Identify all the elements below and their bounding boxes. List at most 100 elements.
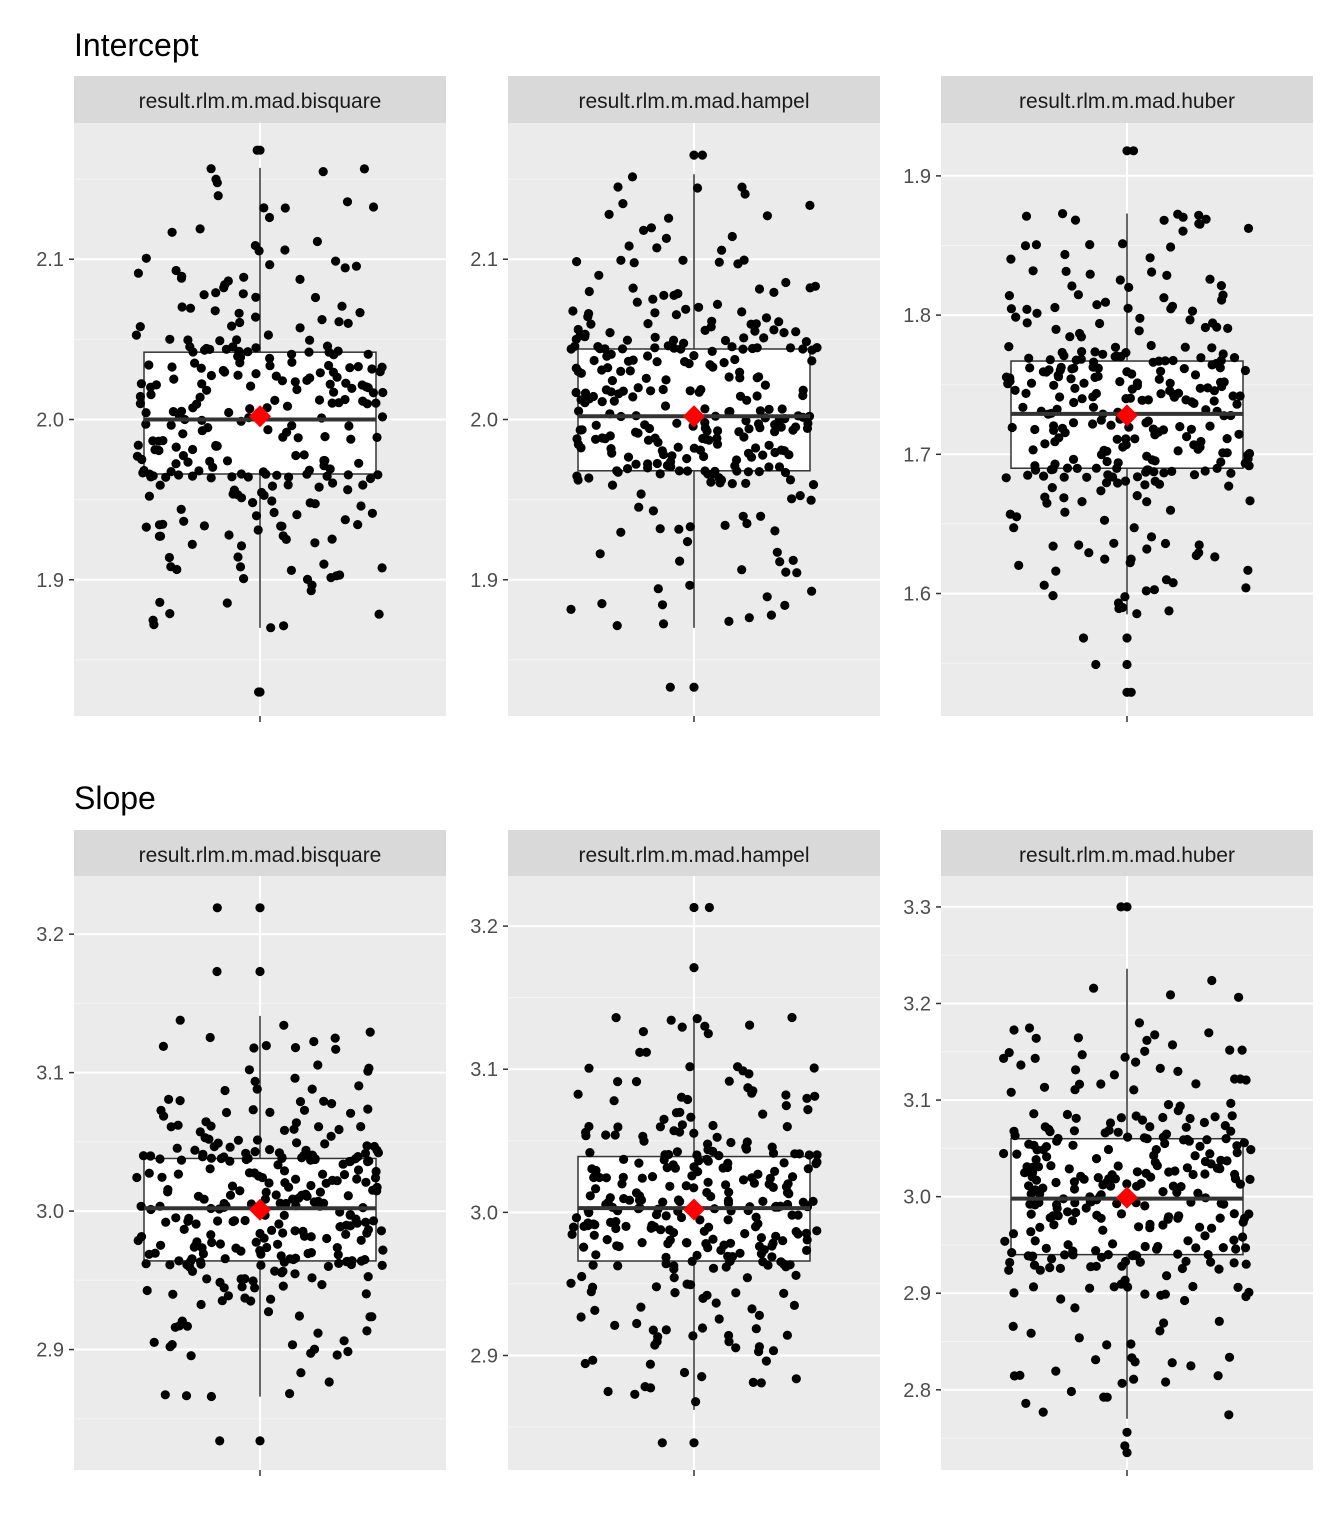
data-point [225, 1142, 235, 1152]
data-point [193, 1191, 204, 1201]
data-point [811, 1159, 821, 1169]
data-point [223, 1291, 233, 1301]
data-point [738, 511, 748, 521]
data-point [1006, 304, 1017, 314]
data-point [806, 495, 816, 505]
data-point [1014, 560, 1024, 571]
data-point [1090, 347, 1100, 357]
data-point [590, 1305, 600, 1315]
data-point [280, 203, 290, 213]
data-point [1186, 424, 1196, 434]
data-point [289, 1124, 299, 1134]
y-tick-label: 1.9 [36, 570, 64, 592]
data-point [1154, 374, 1164, 384]
data-point [1145, 253, 1155, 263]
data-point [708, 1263, 719, 1273]
data-point [1077, 394, 1087, 404]
data-point [1055, 1263, 1065, 1273]
data-point [635, 1047, 645, 1057]
data-point [248, 1276, 258, 1286]
data-point [591, 434, 601, 444]
data-point [603, 363, 613, 373]
data-point [1155, 1326, 1165, 1336]
data-point [291, 1253, 301, 1263]
data-point [1134, 326, 1144, 336]
data-point [280, 245, 290, 255]
data-point [1168, 1181, 1178, 1191]
data-point [717, 245, 727, 255]
data-point [251, 292, 261, 302]
data-point [624, 1195, 635, 1205]
data-point [1101, 478, 1112, 488]
data-point [1142, 497, 1152, 507]
data-point [273, 1160, 283, 1170]
data-point [1241, 1291, 1251, 1302]
data-point [1206, 1257, 1216, 1267]
data-point [173, 1120, 183, 1130]
data-point [1187, 306, 1198, 316]
data-point [1113, 1127, 1123, 1137]
data-point [767, 1142, 777, 1152]
data-point [737, 307, 747, 317]
data-point [659, 1114, 669, 1124]
data-point [1193, 1188, 1203, 1198]
data-point [661, 375, 671, 385]
data-point [1030, 424, 1040, 435]
data-point [206, 164, 216, 174]
data-point [260, 1194, 270, 1204]
data-point [297, 1153, 307, 1163]
data-point [675, 556, 685, 566]
data-point [1051, 1366, 1061, 1376]
data-point [609, 396, 619, 406]
data-point [803, 1164, 813, 1174]
facet-strip [941, 76, 1313, 123]
data-point [1142, 451, 1152, 461]
data-point [1035, 1265, 1045, 1275]
data-point [1018, 402, 1028, 412]
data-point [610, 1130, 620, 1140]
data-point [611, 1013, 621, 1023]
data-point [779, 1158, 789, 1168]
data-point [135, 391, 145, 402]
data-point [377, 1260, 387, 1270]
data-point [747, 1088, 757, 1098]
data-point [618, 199, 628, 209]
data-point [591, 1250, 601, 1260]
data-point [292, 384, 302, 395]
data-point [347, 383, 357, 393]
data-point [1071, 1065, 1081, 1075]
data-point [1234, 992, 1244, 1002]
data-point [1063, 1240, 1073, 1250]
y-tick-label: 3.1 [470, 1059, 498, 1081]
data-point [1046, 465, 1056, 475]
data-point [762, 211, 773, 221]
data-point [1130, 434, 1140, 444]
data-point [179, 1224, 189, 1234]
data-point [1026, 1209, 1036, 1219]
data-point [1061, 266, 1071, 276]
data-point [1102, 456, 1112, 467]
data-point [575, 425, 585, 435]
data-point [251, 369, 261, 379]
data-point [363, 1104, 373, 1114]
data-point [1244, 461, 1254, 471]
data-point [248, 498, 258, 508]
data-point [305, 335, 315, 345]
data-point [361, 1177, 371, 1187]
data-point [1050, 437, 1060, 447]
data-point [210, 306, 220, 316]
data-point [1021, 211, 1032, 221]
data-point [246, 381, 256, 391]
data-point [1025, 1199, 1035, 1209]
data-point [624, 241, 634, 251]
data-point [259, 1233, 269, 1243]
data-point [595, 549, 605, 559]
data-point [1217, 295, 1227, 305]
data-point [355, 308, 365, 318]
data-point [1241, 583, 1251, 593]
data-point [802, 1245, 812, 1255]
data-point [264, 212, 275, 223]
data-point [1127, 1353, 1137, 1363]
data-point [812, 1150, 822, 1160]
data-point [1069, 1126, 1079, 1136]
